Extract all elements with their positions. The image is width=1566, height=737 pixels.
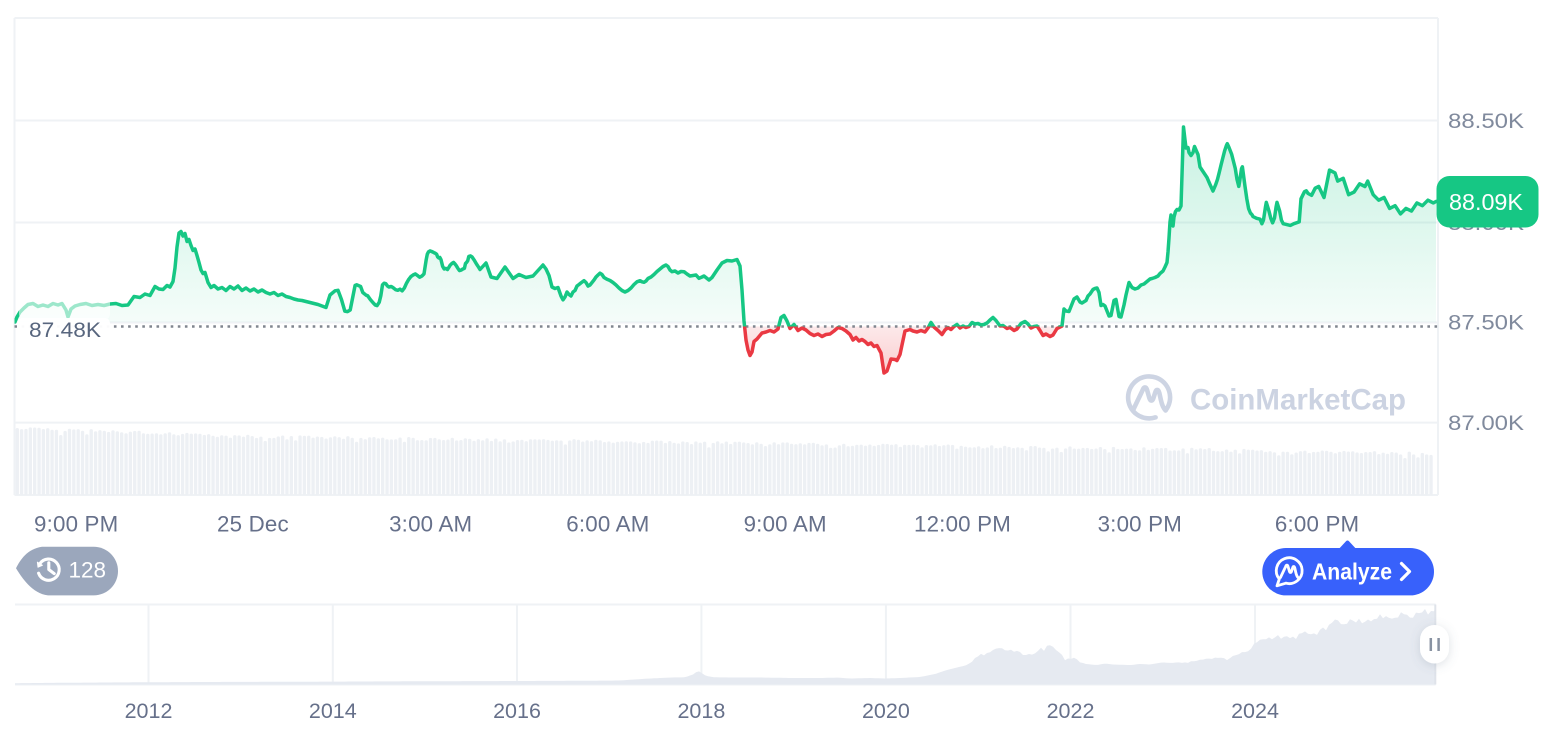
svg-text:2012: 2012 xyxy=(125,699,173,723)
svg-text:6:00 PM: 6:00 PM xyxy=(1275,512,1359,537)
svg-text:88.09K: 88.09K xyxy=(1449,189,1524,215)
svg-text:25 Dec: 25 Dec xyxy=(217,512,289,537)
svg-text:12:00 PM: 12:00 PM xyxy=(914,512,1011,537)
svg-text:2018: 2018 xyxy=(677,699,725,723)
svg-text:2024: 2024 xyxy=(1231,699,1279,723)
svg-text:6:00 AM: 6:00 AM xyxy=(566,512,649,537)
svg-text:2014: 2014 xyxy=(309,699,357,723)
svg-text:2016: 2016 xyxy=(493,699,541,723)
svg-text:87.50K: 87.50K xyxy=(1448,312,1524,335)
svg-text:9:00 PM: 9:00 PM xyxy=(34,512,118,537)
svg-text:2022: 2022 xyxy=(1047,699,1095,723)
svg-text:87.48K: 87.48K xyxy=(29,318,102,342)
svg-text:2020: 2020 xyxy=(862,699,910,723)
svg-text:88.50K: 88.50K xyxy=(1448,110,1524,133)
svg-text:128: 128 xyxy=(69,558,107,583)
svg-text:3:00 PM: 3:00 PM xyxy=(1098,512,1182,537)
svg-text:Analyze: Analyze xyxy=(1312,559,1392,585)
svg-text:9:00 AM: 9:00 AM xyxy=(744,512,827,537)
svg-text:3:00 AM: 3:00 AM xyxy=(389,512,472,537)
svg-text:CoinMarketCap: CoinMarketCap xyxy=(1190,384,1406,417)
svg-text:87.00K: 87.00K xyxy=(1448,412,1524,435)
